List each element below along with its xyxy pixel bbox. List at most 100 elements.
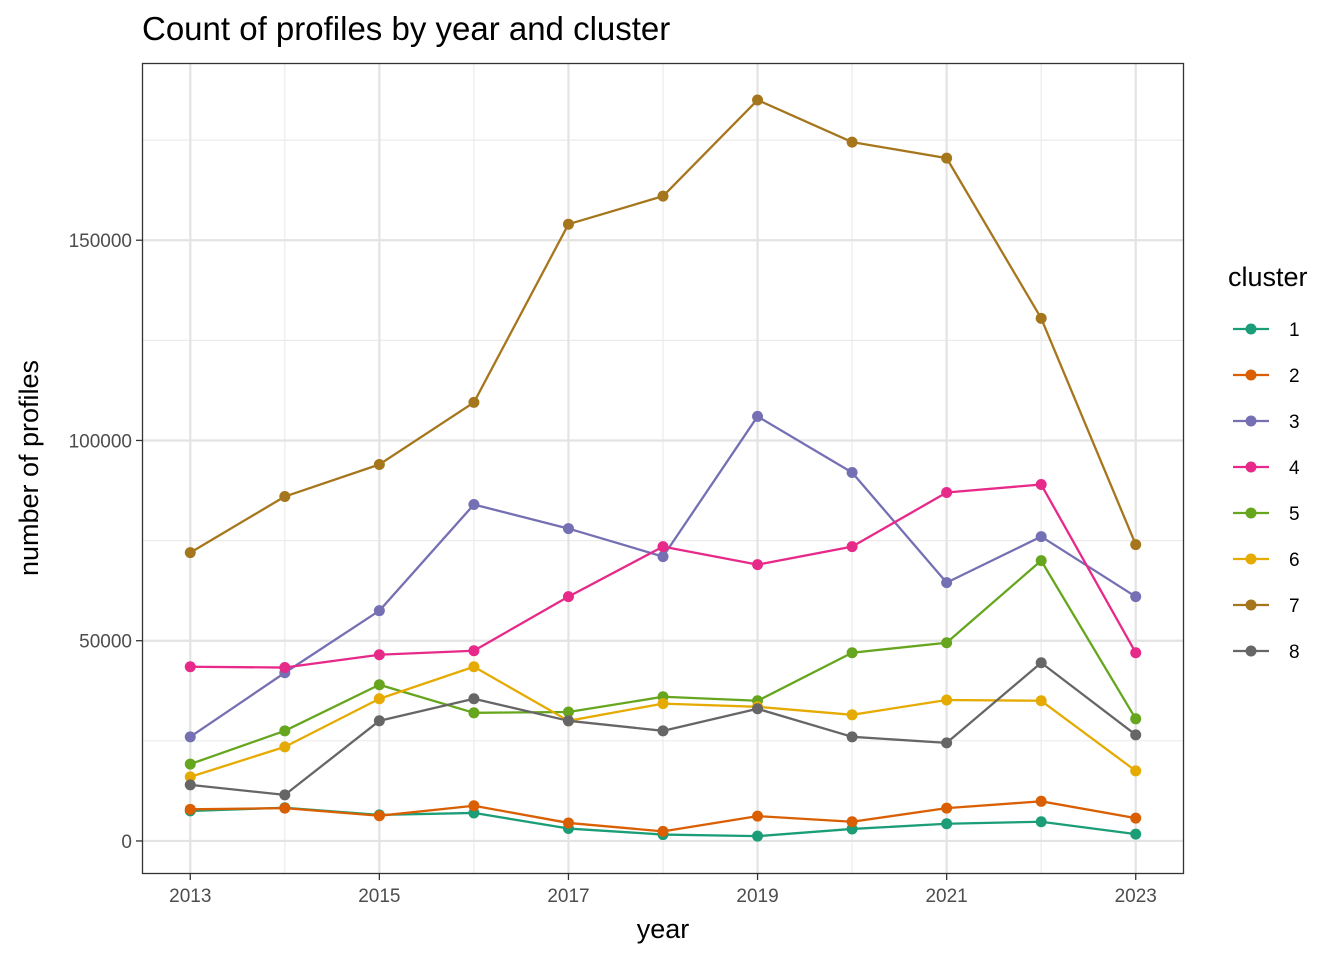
- data-point-cluster-3-2016: [468, 499, 480, 511]
- y-axis-ticks: 0 50000 100000 150000: [69, 231, 143, 853]
- data-point-cluster-2-2013: [184, 803, 196, 815]
- data-point-cluster-4-2021: [941, 487, 953, 499]
- data-point-cluster-7-2022: [1035, 312, 1047, 324]
- x-tick-label: 2019: [736, 886, 778, 907]
- data-point-cluster-3-2023: [1130, 591, 1142, 603]
- data-point-cluster-1-2023: [1130, 828, 1142, 840]
- data-point-cluster-5-2016: [468, 707, 480, 719]
- legend-item-cluster-6: 6: [1233, 550, 1300, 571]
- data-point-cluster-4-2022: [1035, 479, 1047, 491]
- legend-label: 7: [1289, 596, 1300, 617]
- data-point-cluster-2-2017: [562, 817, 574, 829]
- data-point-cluster-8-2019: [752, 703, 764, 715]
- data-point-cluster-2-2022: [1035, 795, 1047, 807]
- data-point-cluster-2-2014: [279, 802, 291, 814]
- grid: [143, 64, 1183, 873]
- data-point-cluster-2-2018: [657, 825, 669, 837]
- data-point-cluster-2-2020: [846, 816, 858, 828]
- data-point-cluster-7-2014: [279, 491, 291, 503]
- y-tick-label: 100000: [69, 431, 132, 452]
- legend-key-point: [1245, 507, 1257, 519]
- legend: cluster 1 2 3 4 5 6 7 8: [1228, 262, 1308, 663]
- data-point-cluster-3-2015: [373, 605, 385, 617]
- legend-key-point: [1245, 645, 1257, 657]
- legend-item-cluster-8: 8: [1233, 642, 1300, 663]
- data-point-cluster-3-2020: [846, 467, 858, 479]
- data-point-cluster-6-2018: [657, 698, 669, 710]
- chart-title: Count of profiles by year and cluster: [142, 10, 670, 47]
- data-point-cluster-8-2017: [562, 715, 574, 727]
- data-point-cluster-7-2021: [941, 152, 953, 164]
- data-point-cluster-7-2023: [1130, 539, 1142, 551]
- plot-panel-border: [141, 62, 1185, 875]
- legend-label: 4: [1289, 458, 1300, 479]
- data-point-cluster-4-2015: [373, 649, 385, 661]
- data-point-cluster-3-2022: [1035, 531, 1047, 543]
- data-point-cluster-2-2021: [941, 802, 953, 814]
- data-point-cluster-6-2014: [279, 741, 291, 753]
- data-point-cluster-1-2021: [941, 818, 953, 830]
- data-point-cluster-7-2020: [846, 136, 858, 148]
- legend-item-cluster-1: 1: [1233, 320, 1300, 341]
- data-point-cluster-4-2018: [657, 541, 669, 553]
- data-point-cluster-3-2021: [941, 577, 953, 589]
- legend-label: 8: [1289, 642, 1300, 663]
- data-point-cluster-3-2019: [752, 410, 764, 422]
- data-point-cluster-5-2023: [1130, 713, 1142, 725]
- data-point-cluster-6-2022: [1035, 695, 1047, 707]
- legend-item-cluster-5: 5: [1233, 504, 1300, 525]
- series-cluster-8: [184, 657, 1142, 801]
- legend-key-point: [1245, 323, 1257, 335]
- data-point-cluster-8-2013: [184, 779, 196, 791]
- data-point-cluster-6-2021: [941, 694, 953, 706]
- data-point-cluster-5-2020: [846, 647, 858, 659]
- data-point-cluster-8-2014: [279, 789, 291, 801]
- x-tick-label: 2017: [547, 886, 589, 907]
- data-point-cluster-6-2020: [846, 709, 858, 721]
- legend-item-cluster-3: 3: [1233, 412, 1300, 433]
- legend-key-point: [1245, 553, 1257, 565]
- data-point-cluster-2-2015: [373, 810, 385, 822]
- x-tick-label: 2013: [169, 886, 211, 907]
- data-point-cluster-8-2018: [657, 725, 669, 737]
- data-point-cluster-4-2023: [1130, 647, 1142, 659]
- x-tick-label: 2021: [925, 886, 967, 907]
- data-point-cluster-7-2016: [468, 396, 480, 408]
- data-point-cluster-8-2023: [1130, 729, 1142, 741]
- x-tick-label: 2023: [1115, 886, 1157, 907]
- data-point-cluster-7-2013: [184, 547, 196, 559]
- series-cluster-4: [184, 479, 1142, 674]
- data-point-cluster-8-2022: [1035, 657, 1047, 669]
- data-point-cluster-2-2016: [468, 800, 480, 812]
- series-layer: [184, 94, 1142, 842]
- data-point-cluster-5-2013: [184, 758, 196, 770]
- data-point-cluster-2-2023: [1130, 812, 1142, 824]
- data-point-cluster-8-2020: [846, 731, 858, 743]
- data-point-cluster-4-2016: [468, 645, 480, 657]
- legend-label: 1: [1289, 320, 1300, 341]
- data-point-cluster-8-2021: [941, 737, 953, 749]
- series-cluster-3: [184, 410, 1142, 743]
- series-cluster-5: [184, 555, 1142, 770]
- x-axis-title: year: [637, 914, 690, 944]
- data-point-cluster-3-2017: [562, 523, 574, 535]
- data-point-cluster-6-2013: [184, 771, 196, 783]
- data-point-cluster-5-2017: [562, 706, 574, 718]
- legend-title: cluster: [1228, 262, 1308, 292]
- data-point-cluster-4-2017: [562, 591, 574, 603]
- data-point-cluster-1-2019: [752, 830, 764, 842]
- legend-label: 5: [1289, 504, 1300, 525]
- x-axis-ticks: 2013 2015 2017 2019 2021 2023: [169, 873, 1157, 907]
- series-cluster-7: [184, 94, 1142, 559]
- y-tick-label: 150000: [69, 231, 132, 252]
- legend-key-point: [1245, 461, 1257, 473]
- data-point-cluster-4-2019: [752, 559, 764, 571]
- data-point-cluster-7-2017: [562, 218, 574, 230]
- legend-item-cluster-7: 7: [1233, 596, 1300, 617]
- data-point-cluster-6-2016: [468, 661, 480, 673]
- data-point-cluster-3-2013: [184, 731, 196, 743]
- legend-label: 3: [1289, 412, 1300, 433]
- legend-key-point: [1245, 599, 1257, 611]
- data-point-cluster-3-2018: [657, 551, 669, 563]
